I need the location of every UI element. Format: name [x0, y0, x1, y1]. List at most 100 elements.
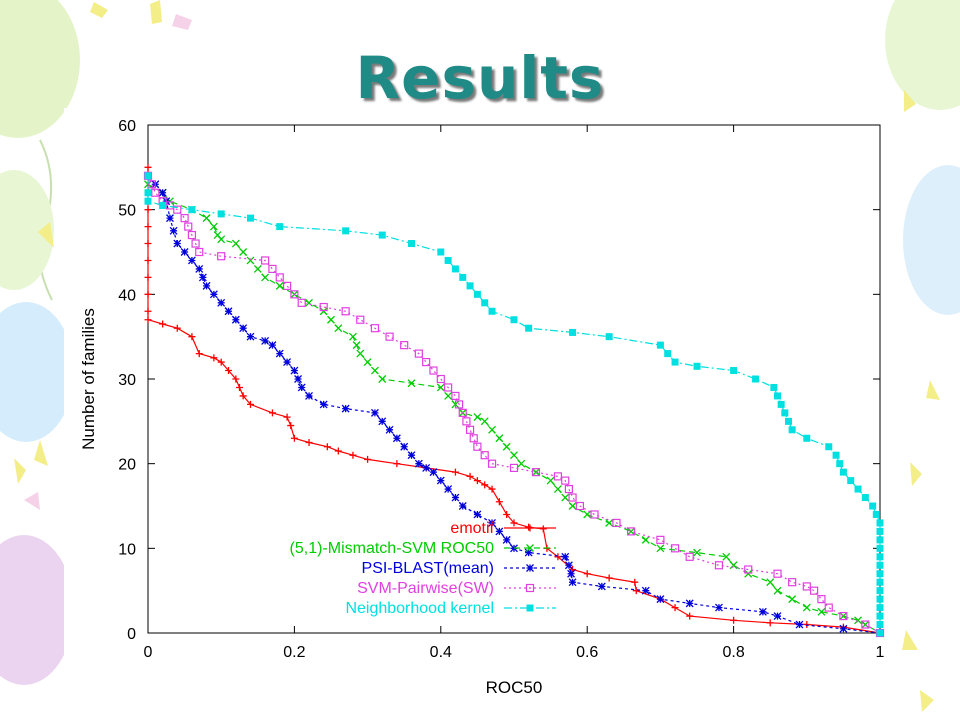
data-point [781, 409, 789, 417]
x-tick-label: 0 [144, 644, 153, 661]
data-point [209, 290, 218, 299]
x-axis-label: ROC50 [486, 678, 543, 697]
data-point [671, 358, 679, 366]
data-point [147, 180, 156, 189]
x-tick-label: 0.4 [430, 644, 452, 661]
y-tick-label: 20 [118, 457, 136, 474]
data-point [444, 485, 453, 494]
data-point [261, 273, 270, 282]
confetti-piece [24, 492, 40, 510]
data-point [231, 239, 240, 248]
data-point [180, 248, 189, 256]
data-point [803, 434, 811, 442]
data-point [770, 383, 778, 391]
y-tick-label: 10 [118, 541, 136, 558]
data-point [287, 422, 295, 430]
data-point [469, 434, 478, 443]
data-point [824, 603, 833, 612]
data-point [195, 350, 203, 358]
series-line [147, 175, 881, 633]
series-0 [144, 163, 884, 637]
y-tick-label: 0 [127, 626, 136, 643]
data-point [627, 527, 636, 536]
data-point [458, 408, 467, 417]
data-point [187, 256, 196, 265]
data-point [444, 383, 453, 392]
data-point [305, 439, 313, 446]
data-point [166, 214, 174, 223]
data-point [876, 595, 884, 603]
data-point [225, 367, 233, 375]
data-point [744, 565, 753, 574]
data-point [392, 434, 401, 443]
data-point [730, 367, 738, 375]
data-point [188, 333, 196, 341]
data-point [583, 570, 591, 578]
data-point [876, 570, 884, 578]
data-point [876, 578, 884, 586]
confetti-piece [90, 2, 108, 18]
data-point [802, 603, 811, 612]
data-point [861, 620, 870, 629]
data-point [370, 366, 379, 375]
data-point [236, 383, 243, 391]
balloon-blue-left [0, 302, 74, 442]
data-point [275, 349, 284, 358]
data-point [297, 383, 306, 392]
data-point [854, 485, 862, 493]
data-point [670, 544, 680, 553]
data-point [685, 552, 694, 561]
data-point [297, 298, 306, 307]
data-point [173, 324, 181, 332]
data-point [876, 629, 884, 637]
data-point [788, 595, 797, 604]
data-point [480, 417, 489, 426]
data-point [327, 315, 335, 324]
data-point [785, 417, 792, 425]
plot-frame [147, 124, 881, 634]
data-point [495, 527, 504, 536]
data-point [444, 391, 453, 400]
series-3 [143, 171, 885, 638]
data-point [370, 324, 380, 333]
confetti-piece [910, 462, 922, 486]
data-point [510, 316, 518, 324]
y-tick-label: 30 [118, 372, 136, 389]
data-point [632, 587, 640, 595]
data-point [525, 583, 535, 593]
data-point [429, 468, 438, 477]
data-point [290, 366, 299, 375]
data-point [451, 468, 459, 476]
x-tick-label: 0.6 [576, 644, 598, 661]
data-point [656, 535, 665, 544]
data-point [239, 392, 247, 400]
data-point [473, 510, 482, 519]
data-point [664, 350, 672, 358]
data-point [641, 586, 650, 595]
data-point [510, 451, 518, 460]
data-point [349, 332, 357, 341]
data-point [722, 552, 731, 561]
series-line [147, 167, 881, 634]
legend-entry-label: emotif [450, 520, 494, 537]
data-point [488, 518, 496, 527]
data-point [144, 307, 152, 315]
data-point [656, 595, 665, 604]
data-point [526, 524, 534, 532]
data-point [575, 501, 584, 511]
data-point [795, 620, 804, 629]
data-point [466, 282, 474, 290]
data-point [561, 493, 570, 502]
data-point [144, 163, 152, 171]
series-1 [144, 180, 884, 637]
data-point [861, 620, 870, 629]
legend: emotif (5,1)-Mismatch-SVM ROC50 PSI-BLAST(… [290, 520, 556, 617]
data-point [876, 536, 884, 544]
data-point [268, 341, 277, 350]
data-point [876, 519, 884, 527]
data-point [473, 477, 481, 485]
data-point [876, 553, 884, 561]
data-point [363, 358, 372, 367]
data-point [481, 299, 489, 307]
